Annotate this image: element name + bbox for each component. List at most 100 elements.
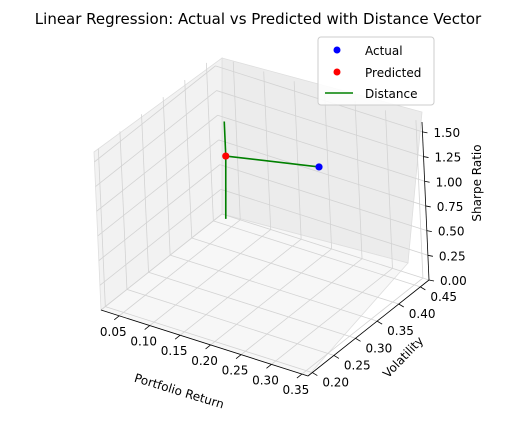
x-grid-floor	[210, 248, 332, 346]
predicted-point	[222, 152, 230, 160]
x-tick-mark	[205, 344, 211, 350]
legend-label-actual: Actual	[365, 44, 403, 58]
z-tick-mark	[427, 254, 433, 257]
z-axis-label: Sharpe Ratio	[470, 144, 484, 221]
y-grid-side	[97, 148, 106, 307]
actual-point	[315, 163, 323, 171]
y-tick-label: 0.25	[344, 358, 371, 372]
y-tick-mark	[333, 355, 340, 359]
x-tick-mark	[296, 373, 303, 379]
x-grid-floor	[179, 238, 302, 336]
x-grid-floor	[149, 229, 271, 326]
z-grid-back	[219, 164, 427, 232]
y-tick-label: 0.30	[366, 341, 393, 355]
y-tick-mark	[355, 337, 361, 342]
z-grid-back	[221, 213, 430, 281]
z-tick-mark	[423, 156, 429, 158]
z-tick-mark	[426, 230, 432, 233]
y-tick-mark	[376, 320, 383, 325]
x-tick-label: 0.15	[161, 344, 188, 358]
legend-box	[317, 36, 435, 106]
y-tick-mark	[398, 303, 404, 308]
z-tick-mark	[428, 279, 435, 282]
y-grid-floor	[213, 220, 421, 288]
z-tick-label: 0.00	[440, 274, 467, 288]
y-grid-side	[119, 131, 128, 290]
x-tick-label: 0.05	[100, 325, 127, 339]
z-grid-side	[100, 213, 223, 311]
grid-lines	[94, 61, 430, 375]
x-tick-mark	[174, 334, 181, 340]
y-grid-floor	[105, 306, 313, 373]
legend-label-distance: Distance	[365, 87, 417, 101]
data-marks	[222, 121, 323, 219]
y-grid-floor	[148, 271, 356, 339]
x-grid-back	[232, 61, 241, 220]
x-tick-label: 0.10	[130, 335, 157, 349]
z-grid-back	[216, 90, 424, 157]
x-grid-floor	[119, 219, 241, 317]
x-grid-back	[324, 90, 332, 249]
x-grid-back	[415, 120, 424, 279]
x-tick-label: 0.25	[222, 364, 249, 378]
x-grid-back	[293, 81, 302, 240]
y-tick-label: 0.20	[322, 376, 349, 390]
z-grid-back	[218, 139, 426, 207]
z-grid-side	[98, 164, 221, 261]
x-tick-mark	[266, 364, 272, 369]
legend-label-predicted: Predicted	[365, 66, 421, 80]
z-tick-label: 1.00	[436, 175, 463, 189]
z-grid-side	[99, 188, 222, 286]
y-grid-floor	[191, 237, 399, 305]
y-grid-side	[141, 114, 149, 273]
y-grid-floor	[126, 289, 335, 356]
distance-line-segment	[223, 121, 227, 157]
z-tick-mark	[425, 205, 431, 208]
z-tick-label: 0.50	[438, 225, 465, 239]
y-grid-floor	[170, 254, 378, 322]
x-grid-back	[354, 100, 363, 259]
axes	[100, 121, 435, 379]
y-grid-side	[184, 79, 193, 239]
x-grid-floor	[301, 277, 424, 375]
y-axis-line	[307, 279, 430, 377]
legend-marker-actual	[333, 46, 341, 54]
z-tick-mark	[424, 180, 430, 183]
x-grid-back	[385, 110, 393, 269]
z-grid-side	[97, 139, 219, 237]
z-tick-label: 0.25	[439, 249, 466, 263]
chart-title: Linear Regression: Actual vs Predicted w…	[35, 10, 482, 28]
y-tick-mark	[312, 372, 318, 376]
y-grid-side	[205, 62, 214, 221]
x-tick-mark	[114, 315, 120, 321]
x-grid-floor	[240, 258, 363, 355]
x-grid-back	[263, 71, 272, 230]
y-tick-label: 0.40	[409, 307, 436, 321]
z-grid-back	[220, 188, 429, 256]
y-tick-label: 0.45	[430, 290, 457, 304]
z-tick-label: 0.75	[437, 200, 464, 214]
x-axis-label: Portfolio Return	[133, 371, 226, 412]
x-tick-label: 0.35	[283, 383, 310, 397]
x-tick-mark	[235, 354, 242, 359]
z-grid-side	[95, 90, 217, 187]
z-tick-label: 1.25	[435, 151, 462, 165]
z-tick-label: 1.50	[433, 126, 460, 140]
tick-labels: 0.050.100.150.200.250.300.350.200.250.30…	[100, 126, 467, 397]
z-axis-line	[421, 121, 430, 281]
distance-line-segment	[225, 155, 320, 168]
y-tick-label: 0.35	[387, 324, 414, 338]
x-tick-label: 0.20	[191, 354, 218, 368]
z-tick-mark	[422, 131, 428, 134]
x-axis-line	[100, 309, 309, 377]
z-grid-back	[217, 114, 425, 182]
z-grid-side	[96, 114, 218, 212]
x-tick-label: 0.30	[252, 373, 279, 387]
x-tick-mark	[144, 325, 150, 330]
z-grid-side	[94, 65, 216, 163]
legend-marker-predicted	[333, 68, 341, 76]
y-tick-mark	[420, 286, 426, 291]
x-grid-floor	[271, 268, 393, 365]
legend: Actual Predicted Distance	[317, 36, 435, 106]
